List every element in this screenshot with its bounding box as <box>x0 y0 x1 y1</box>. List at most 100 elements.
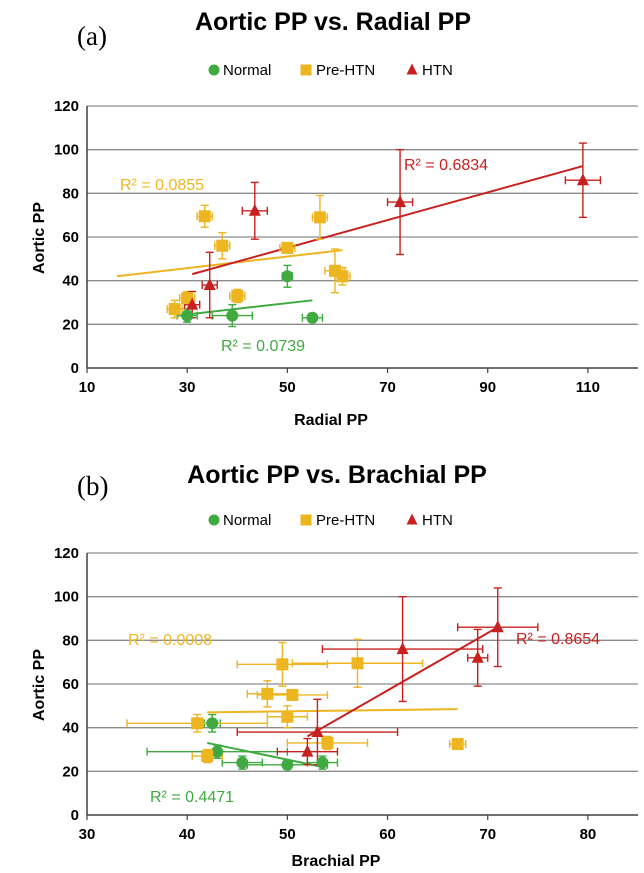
data-points <box>168 173 589 324</box>
r2-label-pre-htn: R² = 0.0855 <box>120 177 204 194</box>
x-tick-label: 70 <box>479 826 496 843</box>
y-tick-label: 0 <box>71 807 79 824</box>
marker-square <box>231 289 244 302</box>
marker-circle <box>208 64 220 76</box>
legend: Normal Pre-HTN HTN <box>208 62 453 79</box>
chart-a-svg: (a) Aortic PP vs. Radial PP Radial PP Ao… <box>31 8 638 429</box>
r2-label-normal: R² = 0.4471 <box>150 789 234 806</box>
y-tick-label: 0 <box>71 360 79 377</box>
marker-square <box>313 211 326 224</box>
marker-triangle <box>406 63 418 75</box>
y-tick-label: 40 <box>62 720 79 737</box>
marker-triangle <box>471 650 484 663</box>
axes <box>86 553 638 820</box>
marker-circle <box>206 717 219 730</box>
marker-circle <box>306 311 319 324</box>
marker-triangle <box>311 725 324 738</box>
trend-line-normal <box>177 299 313 317</box>
panel-b: (b) Aortic PP vs. Brachial PP Brachial P… <box>0 437 644 873</box>
x-tick-label: 90 <box>479 379 496 396</box>
marker-triangle <box>203 278 216 291</box>
x-tick-label: 80 <box>580 826 597 843</box>
x-axis-label: Radial PP <box>294 412 368 429</box>
marker-circle <box>208 514 220 526</box>
error-bar <box>266 705 309 729</box>
x-tick-label: 30 <box>79 826 96 843</box>
marker-triangle <box>406 513 418 525</box>
marker-square <box>191 717 204 730</box>
trend-lines <box>116 165 584 317</box>
r2-labels: R² = 0.4471 R² = 0.0008 R² = 0.8654 <box>128 631 600 806</box>
r2-label-htn: R² = 0.6834 <box>404 157 488 174</box>
x-tick-label: 60 <box>379 826 396 843</box>
x-tick-label: 50 <box>279 826 296 843</box>
marker-square <box>451 738 464 751</box>
marker-square <box>286 688 299 701</box>
y-axis-label: Aortic PP <box>31 649 48 721</box>
marker-triangle <box>301 744 314 757</box>
marker-square <box>300 514 312 526</box>
x-tick-label: 110 <box>576 379 600 396</box>
y-tick-label: 20 <box>62 763 79 780</box>
y-axis-label: Aortic PP <box>31 202 48 274</box>
marker-triangle <box>396 642 409 655</box>
r2-labels: R² = 0.0739 R² = 0.0855 R² = 0.6834 <box>120 157 488 355</box>
marker-circle <box>281 270 294 283</box>
x-tick-label: 40 <box>179 826 196 843</box>
marker-square <box>300 64 312 76</box>
x-tick-label: 70 <box>379 379 396 396</box>
marker-triangle <box>491 620 504 633</box>
legend: Normal Pre-HTN HTN <box>208 512 453 529</box>
marker-square <box>276 658 289 671</box>
grid-lines <box>87 552 638 772</box>
panel-label: (a) <box>77 21 107 51</box>
marker-circle <box>236 756 249 769</box>
y-tick-label: 100 <box>54 142 79 159</box>
y-tick-label: 120 <box>54 545 79 562</box>
x-tick-label: 10 <box>79 379 96 396</box>
marker-circle <box>281 758 294 771</box>
y-tick-label: 80 <box>62 185 79 202</box>
r2-label-htn: R² = 0.8654 <box>516 631 600 648</box>
marker-triangle <box>248 203 261 216</box>
marker-triangle <box>186 297 199 310</box>
panel-a: (a) Aortic PP vs. Radial PP Radial PP Ao… <box>0 0 644 436</box>
y-tick-label: 120 <box>54 98 79 115</box>
y-tick-label: 60 <box>62 229 79 246</box>
trend-line-pre-htn <box>207 708 458 714</box>
marker-square <box>198 210 211 223</box>
trend-line-htn <box>191 165 584 276</box>
legend-label-pre-htn: Pre-HTN <box>316 512 375 529</box>
y-tick-label: 60 <box>62 676 79 693</box>
legend-label-htn: HTN <box>422 512 453 529</box>
marker-triangle <box>394 195 407 208</box>
marker-square <box>201 750 214 763</box>
y-tick-label: 80 <box>62 632 79 649</box>
marker-circle <box>226 309 239 322</box>
marker-square <box>321 736 334 749</box>
axes <box>86 106 638 373</box>
r2-label-pre-htn: R² = 0.0008 <box>128 632 212 649</box>
panel-label: (b) <box>77 471 108 501</box>
trend-line-normal <box>207 741 323 768</box>
y-tick-label: 100 <box>54 589 79 606</box>
marker-square <box>216 239 229 252</box>
x-axis-label: Brachial PP <box>292 853 381 870</box>
marker-square <box>181 292 194 305</box>
y-tick-label: 40 <box>62 273 79 290</box>
x-tick-label: 30 <box>179 379 196 396</box>
chart-title: Aortic PP vs. Radial PP <box>195 8 471 36</box>
legend-label-pre-htn: Pre-HTN <box>316 62 375 79</box>
chart-b-svg: (b) Aortic PP vs. Brachial PP Brachial P… <box>31 461 638 870</box>
marker-circle <box>316 756 329 769</box>
marker-square <box>261 687 274 700</box>
marker-square <box>336 270 349 283</box>
legend-label-normal: Normal <box>223 62 271 79</box>
marker-triangle <box>576 173 589 186</box>
y-tick-label: 20 <box>62 316 79 333</box>
tick-labels: 0 20 40 60 80 100 120 30 40 50 60 70 80 <box>54 545 596 843</box>
chart-title: Aortic PP vs. Brachial PP <box>187 461 487 489</box>
marker-circle <box>181 309 194 322</box>
marker-square <box>168 303 181 316</box>
x-tick-label: 50 <box>279 379 296 396</box>
